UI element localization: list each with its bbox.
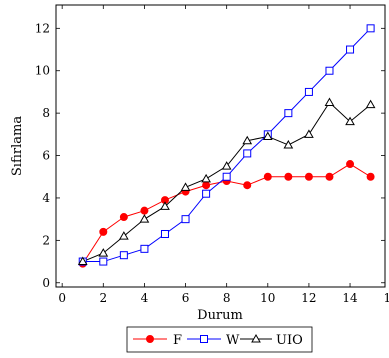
data-point-w	[140, 244, 149, 253]
data-point-uio	[283, 139, 294, 149]
data-point-uio	[304, 129, 314, 138]
y-axis-title: Sıfırlama	[10, 116, 25, 176]
data-point-f	[263, 172, 272, 181]
data-point-w	[284, 109, 293, 118]
x-tick-label: 6	[182, 291, 190, 305]
y-tick-label: 6	[42, 149, 50, 163]
data-point-uio	[345, 116, 355, 126]
data-point-w	[202, 189, 211, 198]
y-tick-label: 4	[42, 191, 50, 205]
data-point-uio	[262, 131, 273, 140]
x-tick-label: 2	[99, 291, 107, 305]
data-point-w	[346, 45, 355, 54]
y-tick-label: 0	[42, 276, 50, 290]
data-point-w	[325, 66, 334, 75]
data-point-w	[160, 229, 169, 238]
legend-label-uio: UIO	[276, 333, 303, 348]
data-point-uio	[201, 173, 211, 183]
data-point-w	[243, 149, 252, 158]
data-point-uio	[98, 248, 109, 257]
data-point-w	[222, 172, 231, 181]
legend-label-f: F	[173, 333, 182, 348]
y-tick-label: 10	[35, 64, 50, 78]
x-tick-label: 14	[342, 291, 358, 305]
data-point-f	[284, 172, 293, 181]
data-point-w	[99, 257, 108, 266]
x-tick-label: 0	[58, 291, 66, 305]
series-markers	[77, 24, 376, 268]
y-tick-label: 12	[35, 21, 50, 35]
legend-label-w: W	[226, 333, 240, 348]
data-point-uio	[139, 214, 150, 223]
x-tick-label: 12	[301, 291, 316, 305]
data-point-w	[119, 251, 128, 260]
data-point-f	[202, 181, 211, 190]
x-tick-label: 10	[260, 291, 275, 305]
data-point-uio	[118, 231, 129, 240]
y-tick-label: 2	[42, 233, 50, 247]
data-point-f	[304, 172, 313, 181]
legend-marker-uio	[251, 333, 261, 343]
x-tick-label: 8	[223, 291, 231, 305]
data-point-w	[181, 215, 190, 224]
data-point-f	[140, 206, 149, 215]
plot-area-frame	[55, 4, 386, 288]
data-point-uio	[221, 161, 232, 170]
legend-marker-f	[146, 335, 154, 343]
data-point-f	[243, 181, 252, 190]
data-point-uio	[365, 99, 376, 109]
series-lines	[82, 27, 371, 264]
axis-ticks: 0 2 4 6 8 10 12 14 16 0 2 4 6 8 10 12	[35, 5, 389, 305]
data-point-f	[119, 213, 128, 222]
data-point-f	[346, 160, 355, 169]
data-point-w	[304, 87, 313, 96]
data-point-uio	[242, 135, 253, 145]
x-tick-label: 16	[384, 291, 389, 305]
data-point-uio	[160, 201, 170, 210]
data-point-uio	[180, 182, 191, 191]
x-tick-label: 4	[141, 291, 149, 305]
data-point-uio	[77, 256, 88, 266]
data-point-w	[366, 24, 375, 33]
series-line-w	[82, 27, 371, 263]
data-point-f	[366, 172, 375, 181]
y-tick-label: 8	[42, 106, 50, 120]
x-axis-title: Durum	[197, 308, 243, 323]
data-point-f	[325, 172, 334, 181]
data-point-f	[99, 227, 108, 236]
legend: F W UIO	[126, 326, 313, 353]
legend-marker-w	[200, 335, 208, 343]
data-point-uio	[324, 97, 335, 107]
